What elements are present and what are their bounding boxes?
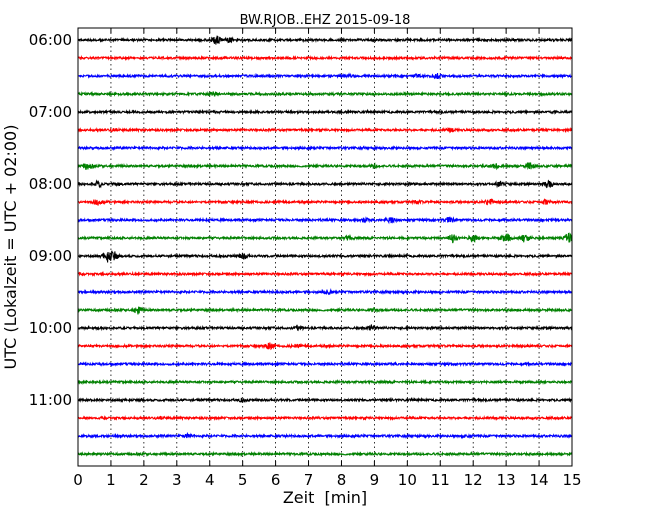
x-tick-label: 12 (464, 471, 483, 489)
seismic-trace (77, 360, 573, 368)
x-tick-label: 11 (431, 471, 450, 489)
seismic-trace (77, 108, 573, 116)
seismic-trace (77, 161, 573, 171)
y-tick-label: 06:00 (29, 31, 72, 49)
x-tick-label: 1 (106, 471, 116, 489)
x-axis-label: Zeit [min] (283, 488, 367, 507)
seismic-trace (77, 179, 573, 189)
seismic-trace (77, 431, 573, 440)
seismic-trace (77, 396, 573, 404)
y-tick-label: 09:00 (29, 247, 72, 265)
y-axis-ticks: 06:00 07:00 08:00 09:00 10:00 11:00 (29, 31, 572, 409)
x-tick-label: 6 (271, 471, 281, 489)
chart-title: BW.RJOB..EHZ 2015-09-18 (240, 13, 411, 28)
seismic-trace (77, 250, 573, 263)
seismic-trace (77, 126, 573, 134)
x-tick-label: 15 (562, 471, 581, 489)
seismic-trace (77, 324, 573, 332)
y-axis-label: UTC (Lokalzeit = UTC + 02:00) (1, 125, 20, 370)
seismic-trace (77, 216, 573, 225)
x-tick-label: 13 (497, 471, 516, 489)
y-tick-label: 07:00 (29, 103, 72, 121)
x-tick-label: 4 (205, 471, 215, 489)
y-tick-label: 11:00 (29, 391, 72, 409)
x-tick-label: 3 (172, 471, 182, 489)
y-tick-label: 10:00 (29, 319, 72, 337)
seismic-trace (77, 54, 573, 62)
seismic-trace (77, 198, 573, 206)
x-tick-label: 14 (530, 471, 549, 489)
seismic-trace (77, 144, 573, 152)
x-tick-label: 0 (73, 471, 83, 489)
x-tick-label: 5 (238, 471, 248, 489)
seismic-trace (77, 90, 573, 98)
y-tick-label: 08:00 (29, 175, 72, 193)
seismic-trace (77, 306, 573, 315)
seismic-trace (77, 378, 573, 386)
x-tick-label: 7 (304, 471, 314, 489)
seismic-trace (77, 72, 573, 80)
x-tick-label: 9 (370, 471, 380, 489)
seismic-traces (77, 35, 573, 458)
x-axis-ticks: 0 1 2 3 4 5 6 7 8 9 10 11 12 13 14 15 (73, 28, 582, 489)
seismic-trace (77, 414, 573, 422)
seismic-trace (77, 35, 573, 45)
seismic-trace (77, 450, 573, 458)
vertical-grid (110, 28, 540, 466)
seismic-trace (77, 270, 573, 278)
x-tick-label: 10 (398, 471, 417, 489)
x-tick-label: 2 (139, 471, 149, 489)
seismic-trace (77, 342, 573, 351)
x-tick-label: 8 (337, 471, 347, 489)
plot-frame (77, 27, 573, 467)
seismic-trace (77, 232, 573, 244)
seismic-trace (78, 288, 573, 296)
